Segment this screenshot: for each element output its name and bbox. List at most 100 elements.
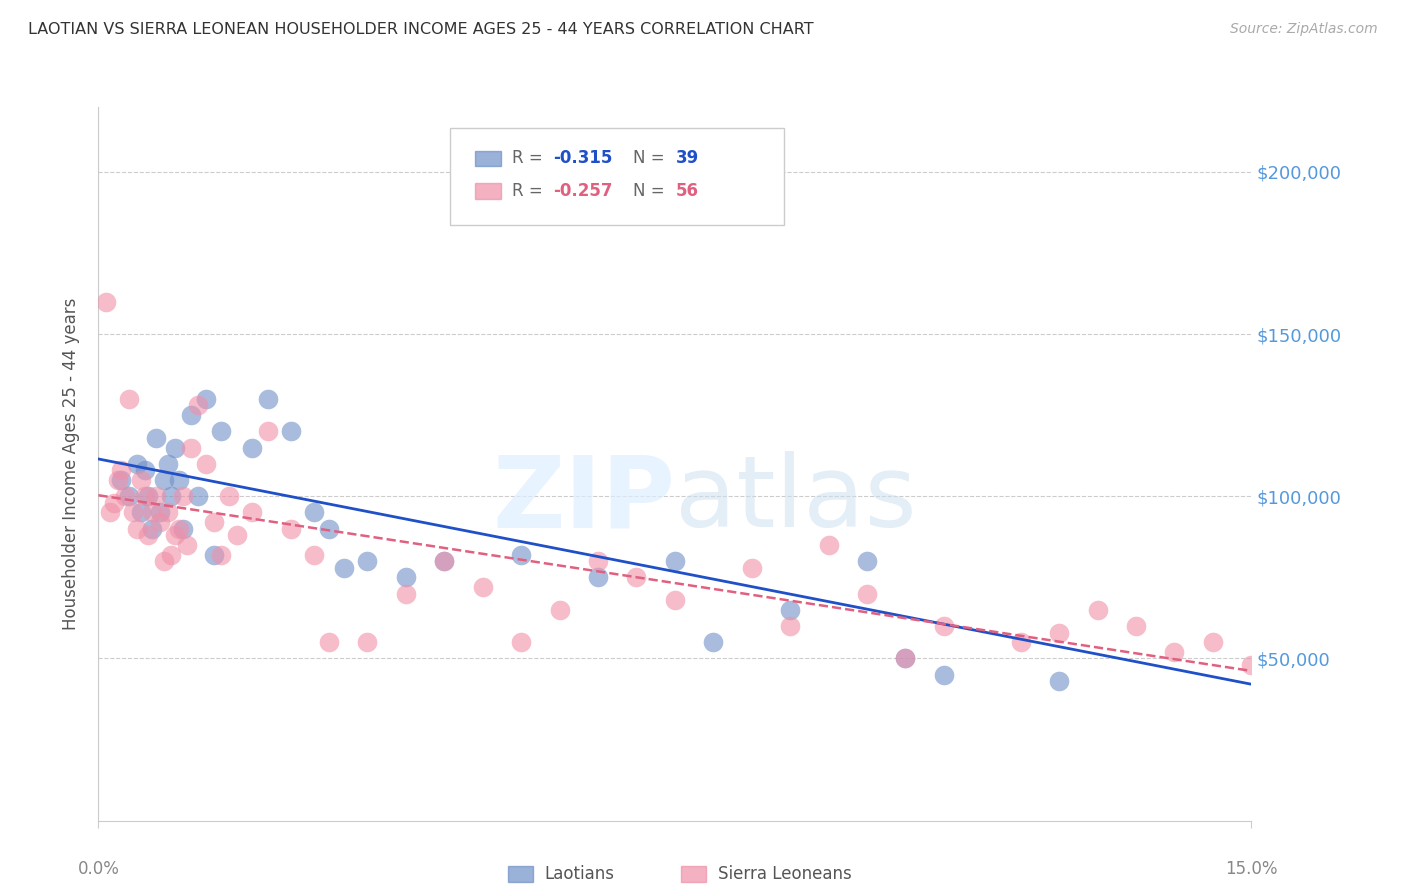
Point [165, 528, 187, 542]
Point [141, 522, 163, 536]
Point [894, 651, 917, 665]
Point [129, 506, 152, 520]
Text: LAOTIAN VS SIERRA LEONEAN HOUSEHOLDER INCOME AGES 25 - 44 YEARS CORRELATION CHAR: LAOTIAN VS SIERRA LEONEAN HOUSEHOLDER IN… [28, 22, 814, 37]
Point [548, 603, 571, 617]
Point [152, 473, 174, 487]
Bar [508, 866, 533, 882]
Text: R =: R = [512, 150, 548, 168]
Point [180, 441, 202, 455]
Point [145, 431, 167, 445]
Point [118, 392, 141, 406]
Point [149, 515, 172, 529]
Point [395, 570, 418, 584]
Point [141, 506, 163, 520]
Bar [681, 866, 706, 882]
Point [318, 522, 340, 536]
Point [172, 522, 194, 536]
Point [626, 570, 648, 584]
Text: N =: N = [633, 150, 671, 168]
Text: R =: R = [512, 182, 548, 200]
Point [176, 538, 198, 552]
Text: 15.0%: 15.0% [1225, 860, 1278, 878]
FancyBboxPatch shape [450, 128, 785, 225]
Point [218, 489, 240, 503]
Point [1010, 635, 1032, 649]
Point [395, 586, 418, 600]
Point [98, 506, 121, 520]
Point [1087, 603, 1109, 617]
Point [1047, 674, 1070, 689]
Point [779, 619, 801, 633]
Point [160, 548, 183, 562]
Point [110, 473, 132, 487]
Point [1125, 619, 1147, 633]
Point [180, 408, 202, 422]
Point [356, 635, 378, 649]
Point [167, 473, 190, 487]
Point [114, 489, 136, 503]
Point [932, 619, 955, 633]
Point [741, 560, 763, 574]
Point [817, 538, 839, 552]
Point [356, 554, 378, 568]
Point [156, 457, 179, 471]
Point [107, 473, 129, 487]
Point [664, 554, 686, 568]
Point [209, 548, 232, 562]
Point [152, 554, 174, 568]
Text: Laotians: Laotians [544, 865, 614, 883]
Text: 39: 39 [676, 150, 699, 168]
Point [1202, 635, 1225, 649]
Point [333, 560, 356, 574]
Point [129, 473, 152, 487]
Point [779, 603, 801, 617]
Point [280, 522, 302, 536]
Text: -0.315: -0.315 [553, 150, 612, 168]
Point [856, 554, 879, 568]
Point [145, 489, 167, 503]
Point [134, 463, 156, 477]
Bar [475, 151, 501, 166]
Point [195, 392, 218, 406]
Point [433, 554, 456, 568]
Point [118, 489, 141, 503]
Point [256, 392, 278, 406]
Point [225, 528, 247, 542]
Point [586, 554, 609, 568]
Point [209, 425, 232, 439]
Point [94, 294, 117, 309]
Point [1047, 625, 1070, 640]
Point [702, 635, 724, 649]
Point [202, 548, 225, 562]
Point [1163, 645, 1185, 659]
Point [318, 635, 340, 649]
Point [125, 457, 148, 471]
Point [664, 593, 686, 607]
Point [156, 506, 179, 520]
Point [167, 522, 190, 536]
Text: Sierra Leoneans: Sierra Leoneans [717, 865, 851, 883]
Point [932, 667, 955, 681]
Point [103, 496, 125, 510]
Point [240, 506, 263, 520]
Point [1240, 657, 1263, 672]
Point [187, 489, 209, 503]
Point [195, 457, 218, 471]
Point [894, 651, 917, 665]
Text: atlas: atlas [675, 451, 917, 548]
Point [172, 489, 194, 503]
Point [240, 441, 263, 455]
Point [134, 489, 156, 503]
Point [510, 548, 533, 562]
Text: 0.0%: 0.0% [77, 860, 120, 878]
Point [110, 463, 132, 477]
Point [433, 554, 456, 568]
Text: -0.257: -0.257 [553, 182, 612, 200]
Point [302, 506, 325, 520]
Point [256, 425, 278, 439]
Point [187, 399, 209, 413]
Point [138, 528, 160, 542]
Point [856, 586, 879, 600]
Point [149, 506, 172, 520]
Point [160, 489, 183, 503]
